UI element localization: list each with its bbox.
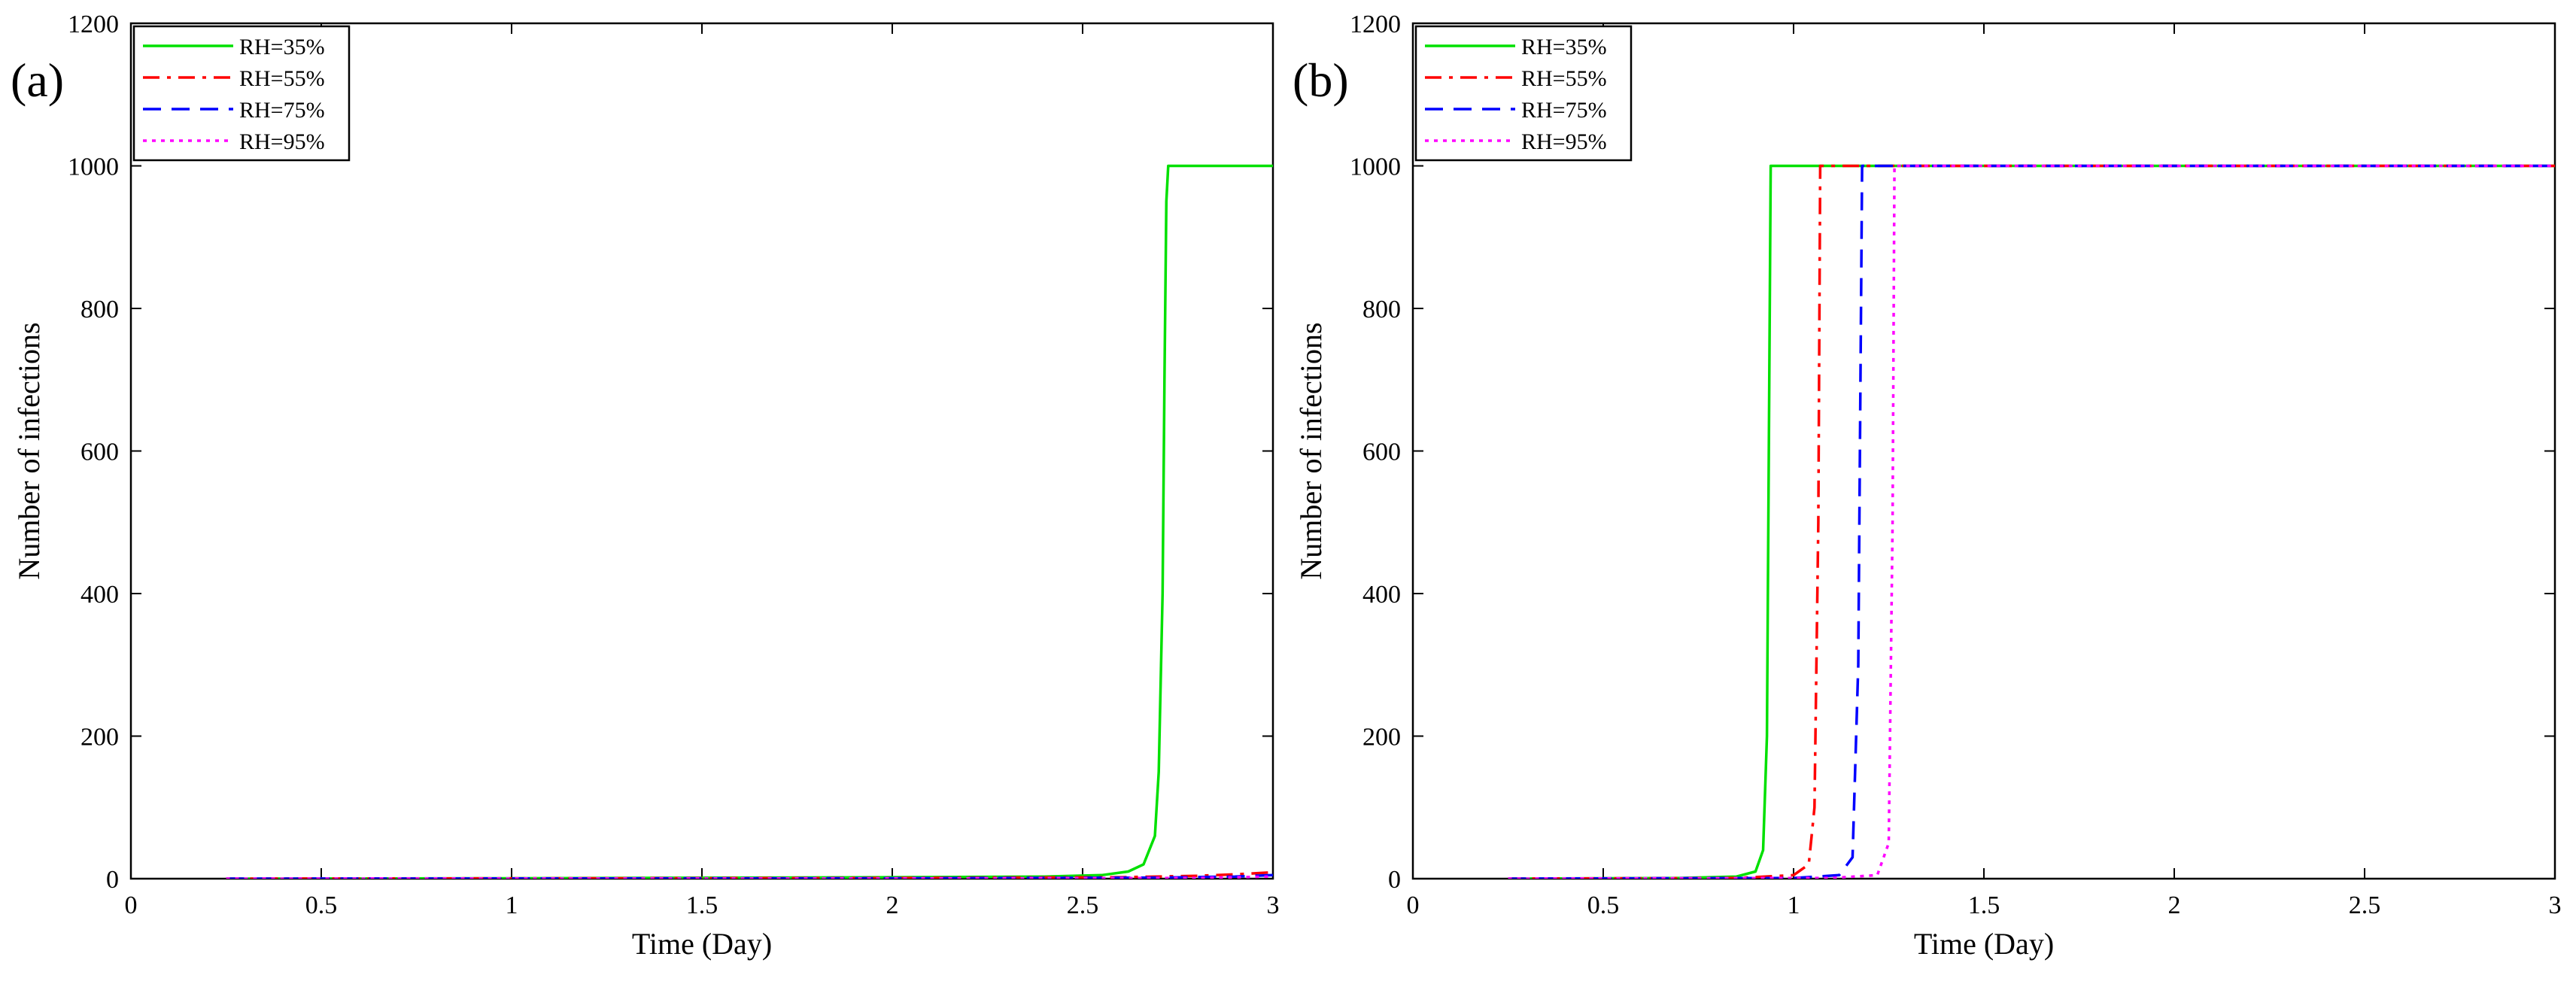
y-tick-label: 1000 (68, 153, 119, 181)
panel-label: (a) (11, 53, 64, 107)
series-group (226, 164, 1273, 879)
x-tick-label: 3 (1267, 891, 1280, 919)
y-tick-label: 800 (80, 296, 119, 323)
x-tick-label: 2.5 (1067, 891, 1099, 919)
y-tick-label: 600 (1362, 439, 1401, 466)
panel-a: 0 0.5 1 1.5 2 2.5 3 0 200 400 600 800 1000 1200 Time (… (11, 11, 1280, 961)
y-axis-label: Number of infections (1294, 322, 1328, 579)
y-tick-label: 1000 (1350, 153, 1401, 181)
y-tick-label: 200 (80, 724, 119, 752)
x-tick-label: 2.5 (2349, 891, 2381, 919)
legend-entry: RH=55% (239, 66, 325, 91)
legend-entry: RH=75% (1521, 98, 1607, 123)
legend: RH=35% RH=55% RH=75% RH=95% (132, 25, 351, 162)
series-group (1508, 164, 2555, 879)
x-tick-label: 2 (886, 891, 899, 919)
panel-label: (b) (1293, 53, 1349, 107)
x-tick-label: 1 (506, 891, 518, 919)
y-tick-label: 600 (80, 439, 119, 466)
legend-entry: RH=95% (239, 129, 325, 154)
x-tick-label: 0 (1407, 891, 1420, 919)
legend-entry: RH=35% (239, 35, 325, 59)
x-tick-label: 1 (1788, 891, 1800, 919)
y-axis-label: Number of infections (12, 322, 46, 579)
y-tick-label: 0 (106, 866, 119, 894)
y-tick-label: 0 (1388, 866, 1401, 894)
x-axis-label: Time (Day) (632, 927, 772, 961)
x-tick-label: 1.5 (1968, 891, 2000, 919)
y-tick-label: 400 (80, 581, 119, 609)
legend-box (1414, 25, 1633, 162)
x-tick-label: 2 (2168, 891, 2181, 919)
x-tick-label: 3 (2549, 891, 2562, 919)
x-tick-label: 0.5 (305, 891, 338, 919)
y-tick-label: 400 (1362, 581, 1401, 609)
x-tick-label: 0 (125, 891, 138, 919)
series-line-3 (1508, 164, 2555, 879)
x-axis-label: Time (Day) (1914, 927, 2054, 961)
legend-entry: RH=55% (1521, 66, 1607, 91)
legend-box (132, 25, 351, 162)
plot-area (129, 22, 1274, 880)
panel-b: 0 0.5 1 1.5 2 2.5 3 0 200 400 600 800 1000 1200 Time (… (1293, 11, 2562, 961)
legend-entry: RH=35% (1521, 35, 1607, 59)
y-tick-label: 1200 (68, 11, 119, 38)
legend-entry: RH=95% (1521, 129, 1607, 154)
y-tick-label: 800 (1362, 296, 1401, 323)
y-tick-label: 200 (1362, 724, 1401, 752)
x-tick-label: 1.5 (686, 891, 718, 919)
y-tick-label: 1200 (1350, 11, 1401, 38)
legend-entry: RH=75% (239, 98, 325, 123)
legend: RH=35% RH=55% RH=75% RH=95% (1414, 25, 1633, 162)
x-tick-label: 0.5 (1587, 891, 1620, 919)
